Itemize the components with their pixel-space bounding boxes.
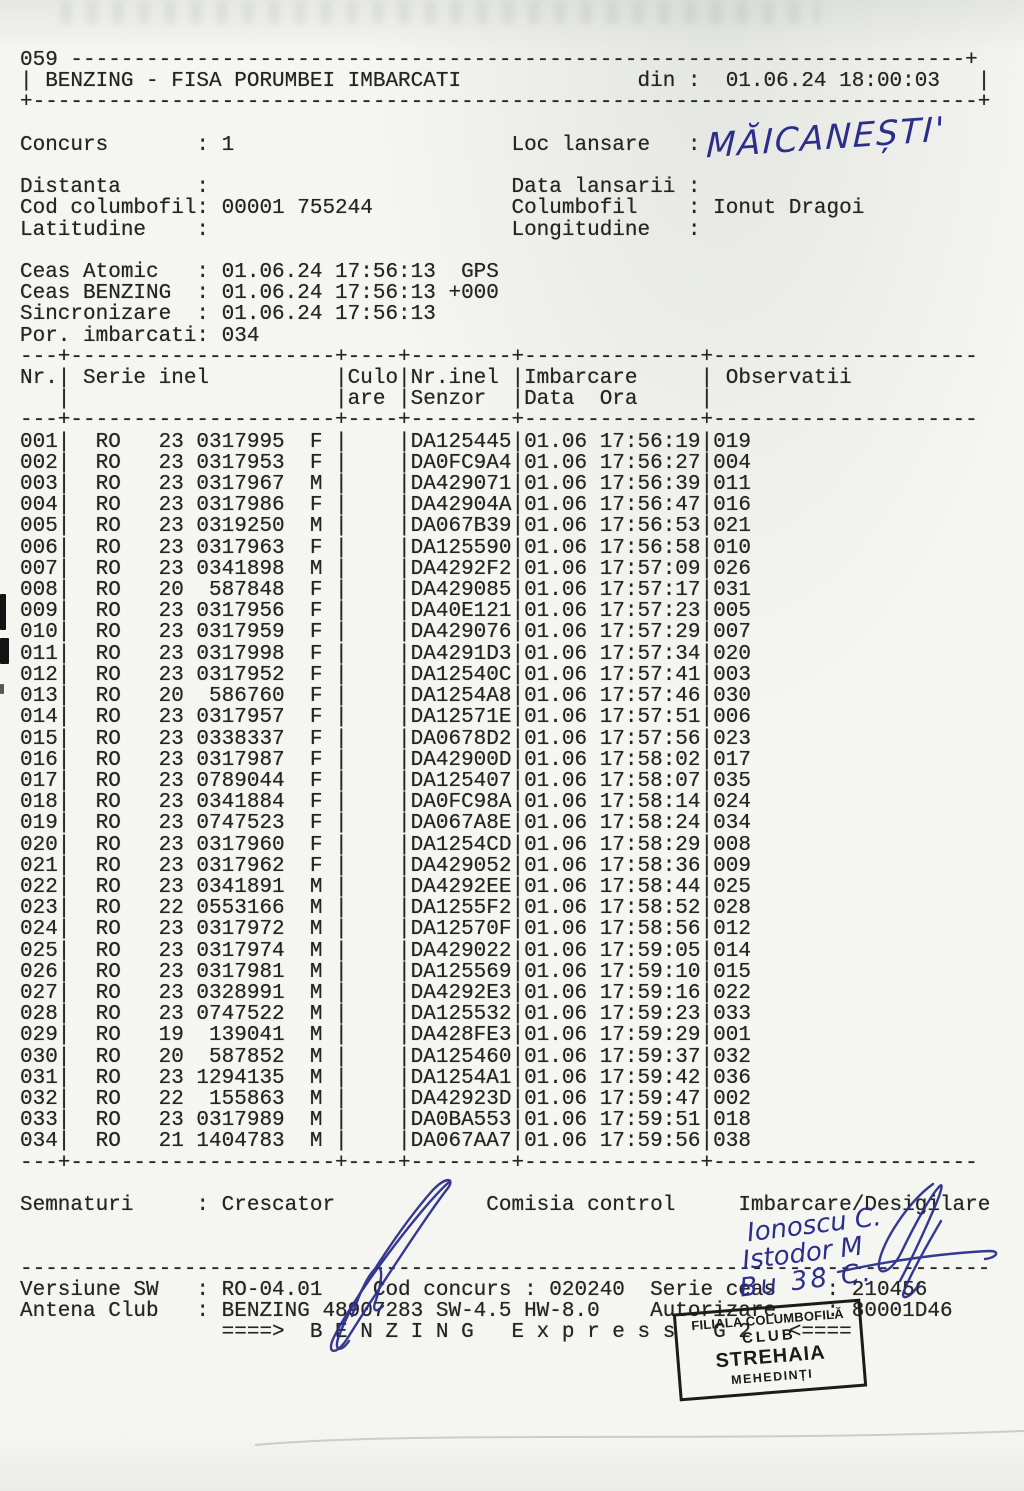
table-row: 009| RO 23 0317956 F | |DA40E121|01.06 1… — [20, 600, 751, 624]
table-separator: ---+---------------------+----+--------+… — [20, 345, 978, 369]
table-row: 001| RO 23 0317995 F | |DA125445|01.06 1… — [20, 430, 751, 454]
table-row: 028| RO 23 0747522 M | |DA125532|01.06 1… — [20, 1003, 751, 1027]
table-row: 023| RO 22 0553166 M | |DA1255F2|01.06 1… — [20, 897, 751, 921]
table-row: 015| RO 23 0338337 F | |DA0678D2|01.06 1… — [20, 727, 751, 751]
table-row: 005| RO 23 0319250 M | |DA067B39|01.06 1… — [20, 515, 751, 539]
table-row: 014| RO 23 0317957 F | |DA12571E|01.06 1… — [20, 706, 751, 730]
table-row: 033| RO 23 0317989 M | |DA0BA553|01.06 1… — [20, 1109, 751, 1133]
table-separator: ---+---------------------+----+--------+… — [20, 409, 978, 433]
table-row: 004| RO 23 0317986 F | |DA42904A|01.06 1… — [20, 494, 751, 518]
printed-document: 059 ------------------------------------… — [20, 50, 990, 1343]
table-row: 019| RO 23 0747523 F | |DA067A8E|01.06 1… — [20, 812, 751, 836]
table-row: 025| RO 23 0317974 M | |DA429022|01.06 1… — [20, 939, 751, 963]
table-row: 007| RO 23 0341898 M | |DA4292F2|01.06 1… — [20, 557, 751, 581]
table-row: 011| RO 23 0317998 F | |DA4291D3|01.06 1… — [20, 642, 751, 666]
footer-line-versiune: Versiune SW : RO-04.01 Cod concurs : 020… — [20, 1278, 928, 1302]
field-line-latitudine: Latitudine : Longitudine : — [20, 218, 701, 242]
field-line-cod: Cod columbofil: 00001 755244 Columbofil … — [20, 197, 865, 221]
table-row: 031| RO 23 1294135 M | |DA1254A1|01.06 1… — [20, 1066, 751, 1090]
field-line-distanta: Distanta : Data lansarii : — [20, 176, 701, 200]
table-row: 012| RO 23 0317952 F | |DA12540C|01.06 1… — [20, 663, 751, 687]
table-row: 022| RO 23 0341891 M | |DA4292EE|01.06 1… — [20, 875, 751, 899]
footer-separator: ----------------------------------------… — [20, 1257, 991, 1281]
clock-line: Por. imbarcati: 034 — [20, 324, 260, 348]
table-row: 008| RO 20 587848 F | |DA429085|01.06 17… — [20, 579, 751, 603]
table-header-line1: Nr.| Serie inel |Culo|Nr.inel |Imbarcare… — [20, 367, 852, 391]
table-row: 026| RO 23 0317981 M | |DA125569|01.06 1… — [20, 960, 751, 984]
clock-line: Ceas BENZING : 01.06.24 17:56:13 +000 — [20, 282, 499, 306]
footer-line-antena: Antena Club : BENZING 48907283 SW-4.5 HW… — [20, 1299, 953, 1323]
field-line-concurs: Concurs : 1 Loc lansare : — [20, 133, 701, 157]
scan-edge-mark — [0, 594, 6, 630]
scan-edge-mark — [0, 638, 9, 664]
clock-line: Sincronizare : 01.06.24 17:56:13 — [20, 303, 436, 327]
report-header-border: +---------------------------------------… — [20, 91, 991, 115]
clock-line: Ceas Atomic : 01.06.24 17:56:13 GPS — [20, 261, 499, 285]
signatures-line: Semnaturi : Crescator Comisia control Im… — [20, 1193, 991, 1217]
table-row: 032| RO 22 155863 M | |DA42923D|01.06 17… — [20, 1087, 751, 1111]
table-separator: ---+---------------------+----+--------+… — [20, 1151, 978, 1175]
table-row: 013| RO 20 586760 F | |DA1254A8|01.06 17… — [20, 685, 751, 709]
scan-bleedthrough-artifact — [60, 2, 820, 24]
table-header-line2: | |are |Senzor |Data Ora | — [20, 388, 714, 412]
table-row: 029| RO 19 139041 M | |DA428FE3|01.06 17… — [20, 1024, 751, 1048]
table-row: 027| RO 23 0328991 M | |DA4292E3|01.06 1… — [20, 981, 751, 1005]
table-row: 016| RO 23 0317987 F | |DA42900D|01.06 1… — [20, 748, 751, 772]
table-row: 021| RO 23 0317962 F | |DA429052|01.06 1… — [20, 854, 751, 878]
table-row: 030| RO 20 587852 M | |DA125460|01.06 17… — [20, 1045, 751, 1069]
table-row: 020| RO 23 0317960 F | |DA1254CD|01.06 1… — [20, 833, 751, 857]
scan-edge-mark — [0, 684, 4, 694]
table-row: 002| RO 23 0317953 F | |DA0FC9A4|01.06 1… — [20, 451, 751, 475]
table-row: 024| RO 23 0317972 M | |DA12570F|01.06 1… — [20, 918, 751, 942]
paper-crease — [254, 1430, 1024, 1446]
table-row: 010| RO 23 0317959 F | |DA429076|01.06 1… — [20, 621, 751, 645]
table-row: 017| RO 23 0789044 F | |DA125407|01.06 1… — [20, 769, 751, 793]
table-row: 003| RO 23 0317967 M | |DA429071|01.06 1… — [20, 473, 751, 497]
report-top-border: 059 ------------------------------------… — [20, 49, 978, 72]
table-row: 018| RO 23 0341884 F | |DA0FC98A|01.06 1… — [20, 791, 751, 815]
table-row: 006| RO 23 0317963 F | |DA125590|01.06 1… — [20, 536, 751, 560]
table-row: 034| RO 21 1404783 M | |DA067AA7|01.06 1… — [20, 1130, 751, 1154]
report-title-line: | BENZING - FISA PORUMBEI IMBARCATI din … — [20, 70, 991, 94]
club-stamp: FILIALA COLUMBOFILĂ CLUB STREHAIA MEHEDI… — [672, 1298, 868, 1402]
